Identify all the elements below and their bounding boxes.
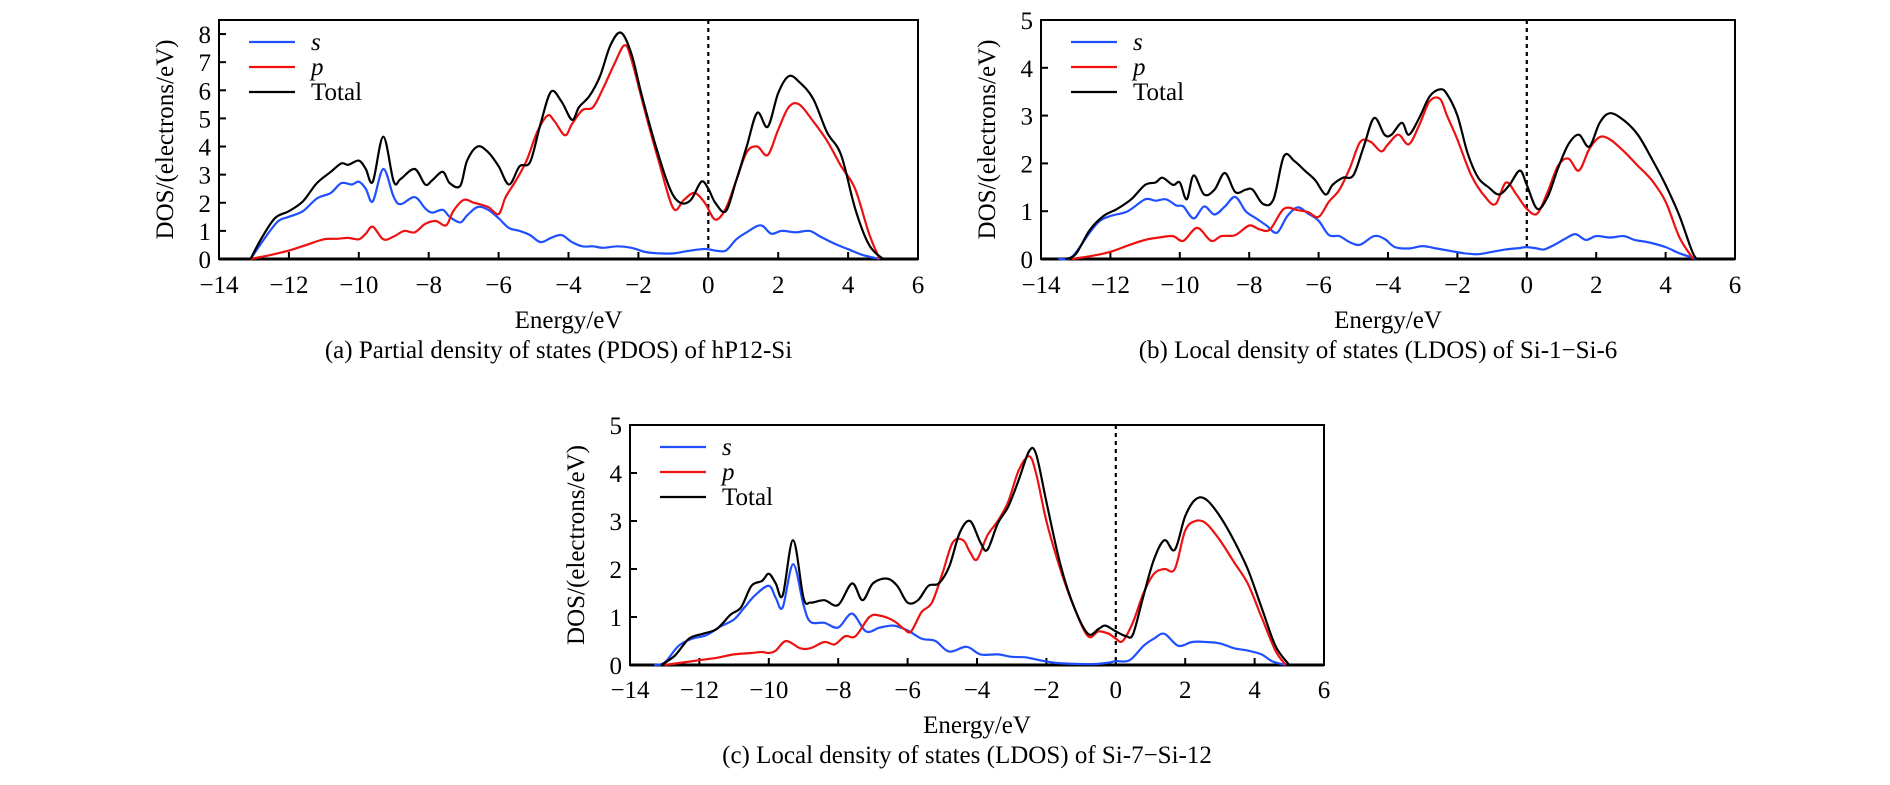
x-tick-label: 4 [1248,677,1261,704]
x-tick-label: −6 [894,677,921,704]
y-tick-label: 3 [610,509,623,536]
series-line-p [664,455,1287,667]
series-line-p [250,44,881,261]
legend-label: s [1133,29,1143,56]
x-tick-label: −2 [1033,677,1060,704]
x-tick-label: −10 [1160,272,1199,299]
y-tick-label: 4 [1021,56,1034,83]
y-tick-label: 5 [1021,8,1034,35]
x-tick-label: −4 [555,272,582,299]
series-group [249,31,884,261]
x-axis-title: Energy/eV [923,712,1031,739]
x-axis-title: Energy/eV [1334,307,1442,334]
x-tick-label: −4 [964,677,991,704]
panel-caption: (a) Partial density of states (PDOS) of … [325,337,792,364]
x-tick-label: 6 [912,272,925,299]
x-tick-label: −6 [485,272,512,299]
x-tick-label: −8 [1236,272,1263,299]
x-tick-label: −6 [1305,272,1332,299]
x-tick-label: 0 [702,272,715,299]
panel-caption: (b) Local density of states (LDOS) of Si… [1139,337,1618,364]
y-tick-label: 7 [199,50,212,77]
series-line-s [654,563,1287,667]
x-tick-label: −12 [269,272,308,299]
x-tick-label: −14 [199,272,239,299]
series-line-p [1072,96,1695,261]
x-tick-label: −2 [625,272,652,299]
x-tick-label: 0 [1521,272,1534,299]
x-tick-label: −8 [415,272,442,299]
x-tick-label: −10 [749,677,788,704]
y-tick-label: 0 [199,247,212,274]
y-tick-label: 1 [610,605,623,632]
x-tick-label: −4 [1375,272,1402,299]
legend-label: p [1131,54,1146,81]
y-tick-label: 5 [610,413,623,440]
y-axis-title: DOS/(electrons/eV) [563,445,590,645]
y-tick-label: 0 [610,653,623,680]
plot-frame [218,19,919,260]
x-tick-label: 0 [1110,677,1123,704]
legend-label: Total [1133,79,1184,106]
x-tick-label: 4 [1659,272,1672,299]
legend-label: s [311,29,321,56]
legend-label: Total [722,484,773,511]
legend-label: Total [311,79,362,106]
x-tick-label: −14 [610,677,650,704]
y-tick-label: 2 [610,557,623,584]
legend-label: p [720,459,735,486]
series-line-s [1058,195,1698,261]
y-tick-label: 4 [610,461,623,488]
series-group [654,446,1291,667]
x-tick-label: −12 [680,677,719,704]
y-tick-label: 2 [199,191,212,218]
x-tick-label: 4 [842,272,855,299]
x-axis-title: Energy/eV [515,307,623,334]
x-tick-label: −12 [1091,272,1130,299]
x-tick-label: 6 [1318,677,1331,704]
legend-label: p [309,54,324,81]
x-tick-label: −14 [1021,272,1061,299]
y-axis-title: DOS/(electrons/eV) [152,40,179,240]
series-line-total [249,31,884,260]
series-group [1058,88,1701,261]
x-tick-label: 2 [1590,272,1603,299]
y-tick-label: 0 [1021,247,1034,274]
y-tick-label: 5 [199,106,212,133]
y-tick-label: 3 [1021,104,1034,131]
x-tick-label: −2 [1444,272,1471,299]
legend-label: s [722,434,732,461]
y-tick-label: 6 [199,78,212,105]
y-tick-label: 8 [199,22,212,49]
x-tick-label: 6 [1729,272,1742,299]
y-tick-label: 1 [199,219,212,246]
series-line-s [249,167,880,261]
y-tick-label: 2 [1021,151,1034,178]
x-tick-label: 2 [772,272,785,299]
y-axis-title: DOS/(electrons/eV) [974,40,1001,240]
x-tick-label: −10 [339,272,378,299]
y-tick-label: 1 [1021,199,1034,226]
series-line-total [660,446,1291,666]
x-tick-label: −8 [825,677,852,704]
y-tick-label: 3 [199,163,212,190]
x-tick-label: 2 [1179,677,1192,704]
panel-caption: (c) Local density of states (LDOS) of Si… [722,742,1212,769]
series-line-total [1064,88,1701,261]
y-tick-label: 4 [199,135,212,162]
